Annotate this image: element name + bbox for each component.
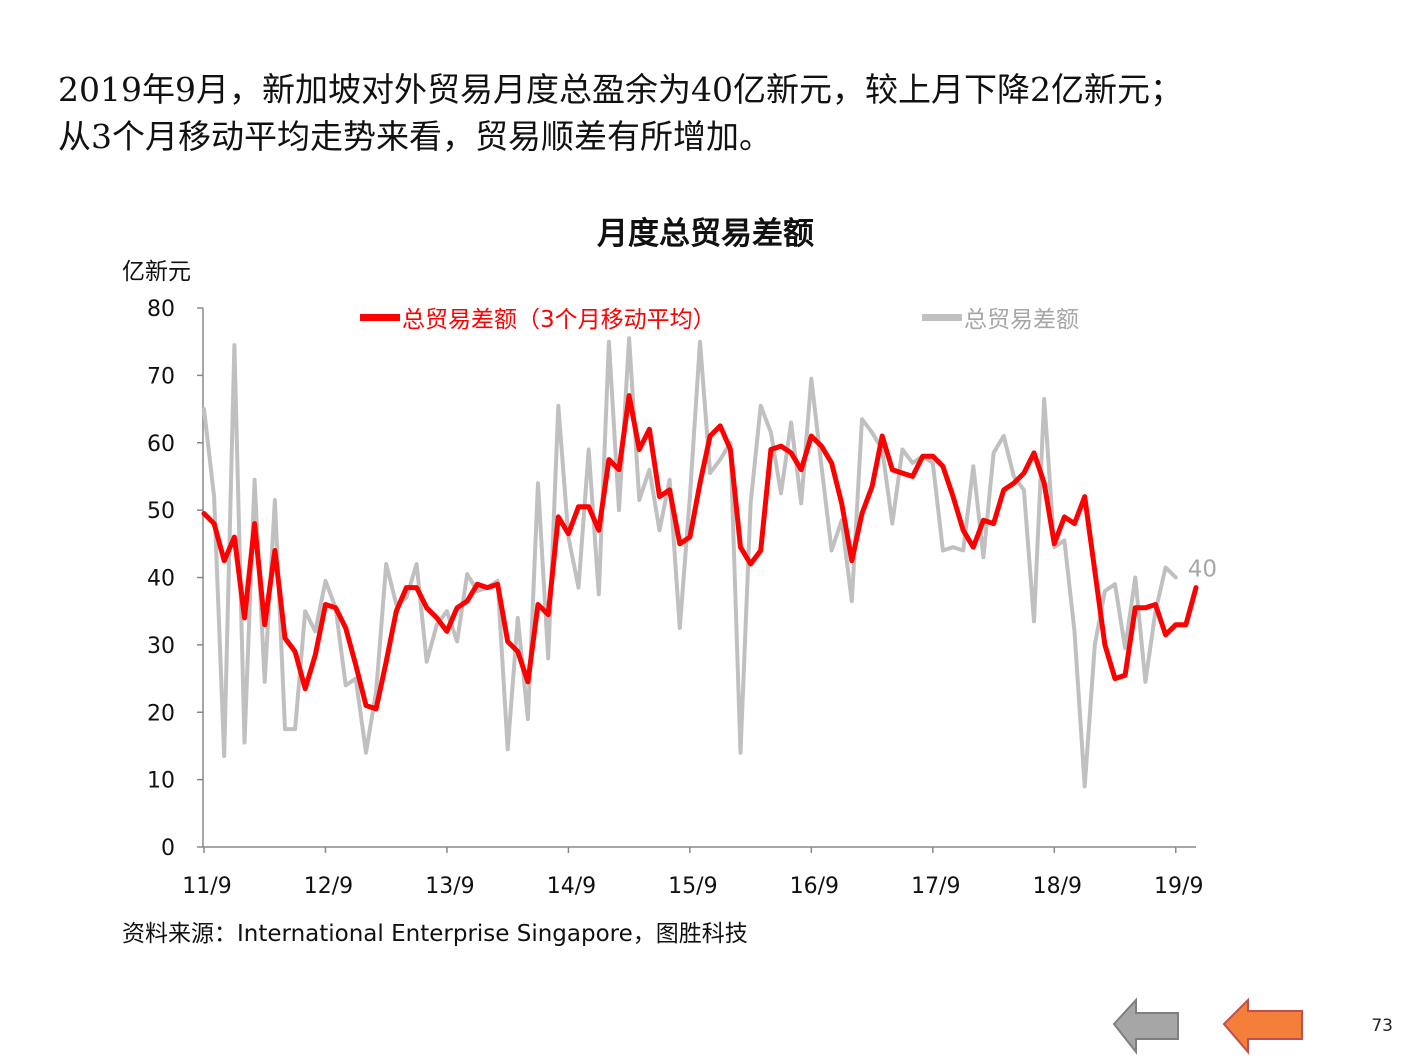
x-tick-label: 13/9 <box>425 874 474 899</box>
x-tick-label: 12/9 <box>304 874 353 899</box>
legend-item-monthly: 总贸易差额 <box>922 300 1079 334</box>
chart-axes <box>197 307 1196 853</box>
page-number: 73 <box>1371 1016 1393 1036</box>
y-tick-label: 80 <box>147 297 175 322</box>
left-arrow-icon <box>1112 997 1179 1055</box>
legend-swatch-gray <box>922 313 962 321</box>
y-tick-label: 0 <box>161 836 175 861</box>
x-tick-label: 18/9 <box>1033 874 1082 899</box>
x-tick-label: 16/9 <box>790 874 839 899</box>
x-tick-label: 14/9 <box>547 874 596 899</box>
legend-swatch-red <box>360 313 400 321</box>
chart-title: 月度总贸易差额 <box>597 216 814 252</box>
headline-line2: 从3个月移动平均走势来看，贸易顺差有所增加。 <box>58 117 772 156</box>
x-tick-label: 15/9 <box>668 874 717 899</box>
series-line-moving-average <box>201 393 1199 712</box>
y-tick-label: 60 <box>147 432 175 457</box>
y-axis-unit: 亿新元 <box>122 259 191 285</box>
y-tick-label: 30 <box>147 634 175 659</box>
headline: 2019年9月，新加坡对外贸易月度总盈余为40亿新元，较上月下降2亿新元； 从3… <box>58 66 1388 160</box>
y-tick-label: 10 <box>147 769 175 794</box>
series-line-monthly <box>202 336 1178 789</box>
y-tick-label: 50 <box>147 499 175 524</box>
x-tick-label: 19/9 <box>1154 874 1203 899</box>
legend-label-monthly: 总贸易差额 <box>964 307 1079 333</box>
headline-line1: 2019年9月，新加坡对外贸易月度总盈余为40亿新元，较上月下降2亿新元； <box>58 70 1183 109</box>
legend-item-moving-average: 总贸易差额（3个月移动平均） <box>360 300 716 334</box>
chart-series <box>201 336 1199 789</box>
left-arrow-icon <box>1222 997 1303 1055</box>
back-arrow-button[interactable] <box>1112 996 1186 1056</box>
x-tick-label: 11/9 <box>182 874 231 899</box>
y-tick-label: 40 <box>147 567 175 592</box>
source-note: 资料来源：International Enterprise Singapore，… <box>122 921 748 947</box>
y-tick-label: 20 <box>147 701 175 726</box>
end-value-label: 40 <box>1188 557 1217 583</box>
y-tick-label: 70 <box>147 364 175 389</box>
previous-arrow-button[interactable] <box>1222 996 1303 1056</box>
legend-label-moving-average: 总贸易差额（3个月移动平均） <box>402 307 716 333</box>
chart-labels: 0 10 20 30 40 50 60 70 80 11/9 12/9 13/9 14/9 15/9 16/… <box>147 297 1217 899</box>
x-tick-label: 17/9 <box>911 874 960 899</box>
